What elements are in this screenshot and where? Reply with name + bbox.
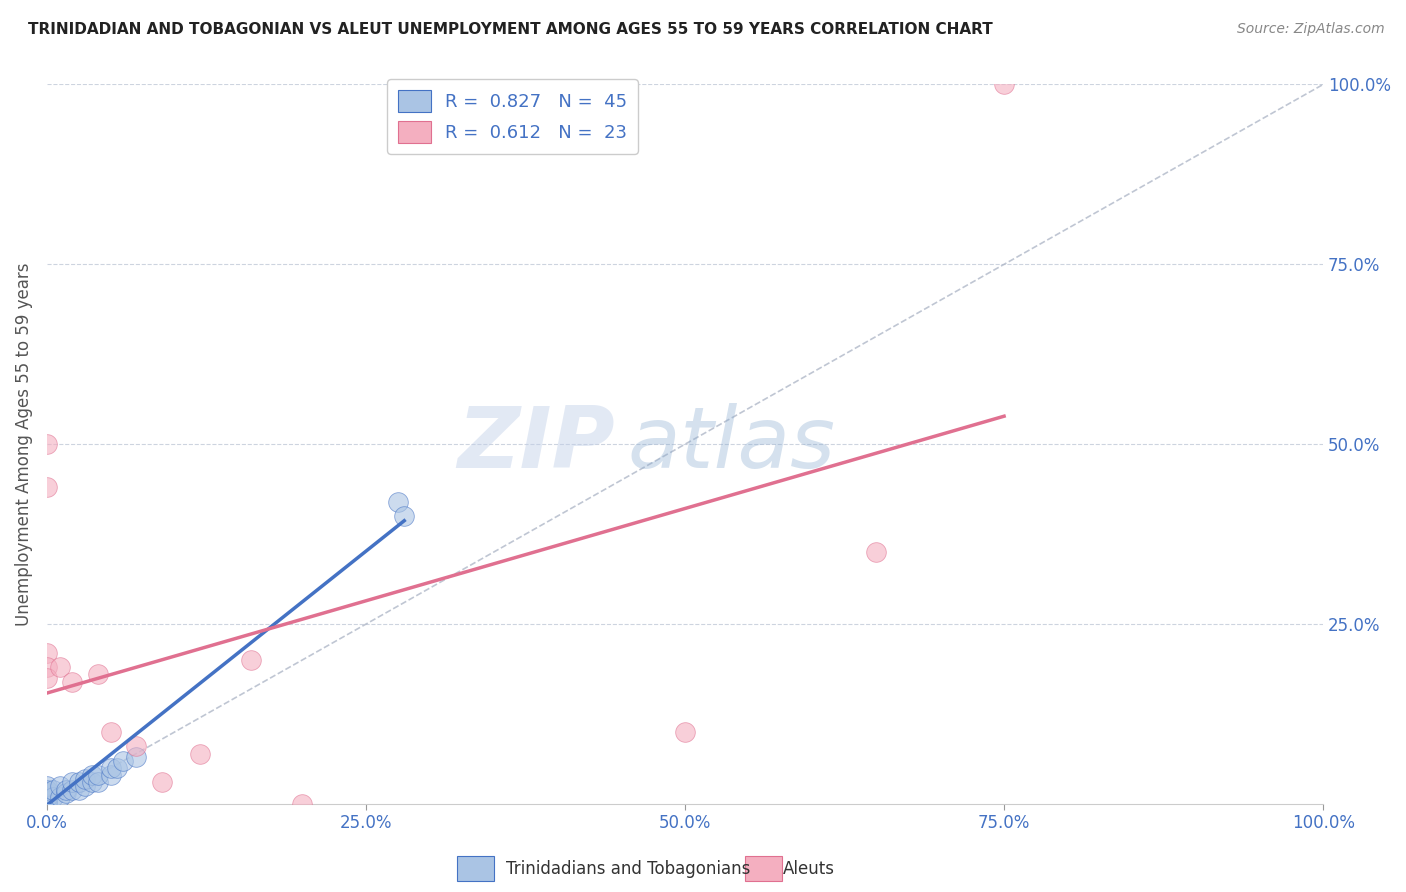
- Point: [35, 797, 58, 811]
- Point: [35, 797, 58, 811]
- Point: [80, 775, 103, 789]
- Y-axis label: Unemployment Among Ages 55 to 59 years: Unemployment Among Ages 55 to 59 years: [15, 262, 32, 626]
- Point: [67, 782, 90, 797]
- Point: [100, 725, 122, 739]
- Point: [35, 797, 58, 811]
- Point: [62, 775, 84, 789]
- Point: [35, 797, 58, 811]
- Point: [35, 793, 58, 807]
- Point: [75, 772, 97, 786]
- Point: [35, 797, 58, 811]
- Point: [35, 786, 58, 800]
- Point: [35, 789, 58, 804]
- Point: [35, 797, 58, 811]
- Point: [100, 768, 122, 782]
- Point: [35, 797, 58, 811]
- Point: [105, 761, 128, 775]
- Point: [48, 789, 70, 804]
- Point: [35, 480, 58, 494]
- Point: [125, 739, 148, 754]
- Point: [35, 782, 58, 797]
- Point: [35, 786, 58, 800]
- Point: [35, 789, 58, 804]
- Point: [87, 768, 110, 782]
- Legend: R =  0.827   N =  45, R =  0.612   N =  23: R = 0.827 N = 45, R = 0.612 N = 23: [387, 79, 638, 153]
- Point: [188, 747, 211, 761]
- Text: ZIP: ZIP: [457, 402, 614, 486]
- Point: [35, 797, 58, 811]
- Point: [865, 545, 887, 559]
- Point: [67, 775, 90, 789]
- Point: [35, 797, 58, 811]
- Text: Trinidadians and Tobagonians: Trinidadians and Tobagonians: [506, 860, 751, 878]
- Point: [35, 660, 58, 674]
- Point: [55, 782, 77, 797]
- Point: [62, 674, 84, 689]
- Point: [87, 775, 110, 789]
- Point: [35, 797, 58, 811]
- Point: [35, 793, 58, 807]
- Point: [291, 797, 314, 811]
- Point: [35, 797, 58, 811]
- Point: [150, 775, 173, 789]
- Point: [387, 495, 409, 509]
- Point: [100, 761, 122, 775]
- Point: [87, 667, 110, 681]
- Point: [125, 750, 148, 764]
- Point: [35, 789, 58, 804]
- Point: [42, 782, 65, 797]
- Point: [35, 779, 58, 793]
- Point: [80, 768, 103, 782]
- Point: [240, 653, 263, 667]
- Point: [48, 660, 70, 674]
- Point: [35, 797, 58, 811]
- Point: [35, 646, 58, 660]
- Point: [35, 437, 58, 451]
- Point: [394, 509, 416, 524]
- Point: [112, 754, 135, 768]
- Point: [75, 779, 97, 793]
- Point: [55, 786, 77, 800]
- Text: atlas: atlas: [627, 402, 835, 486]
- Point: [35, 782, 58, 797]
- Text: TRINIDADIAN AND TOBAGONIAN VS ALEUT UNEMPLOYMENT AMONG AGES 55 TO 59 YEARS CORRE: TRINIDADIAN AND TOBAGONIAN VS ALEUT UNEM…: [28, 22, 993, 37]
- Text: Source: ZipAtlas.com: Source: ZipAtlas.com: [1237, 22, 1385, 37]
- Text: Aleuts: Aleuts: [783, 860, 835, 878]
- Point: [48, 779, 70, 793]
- Point: [42, 789, 65, 804]
- Point: [993, 78, 1015, 92]
- Point: [673, 725, 696, 739]
- Point: [62, 782, 84, 797]
- Point: [35, 671, 58, 685]
